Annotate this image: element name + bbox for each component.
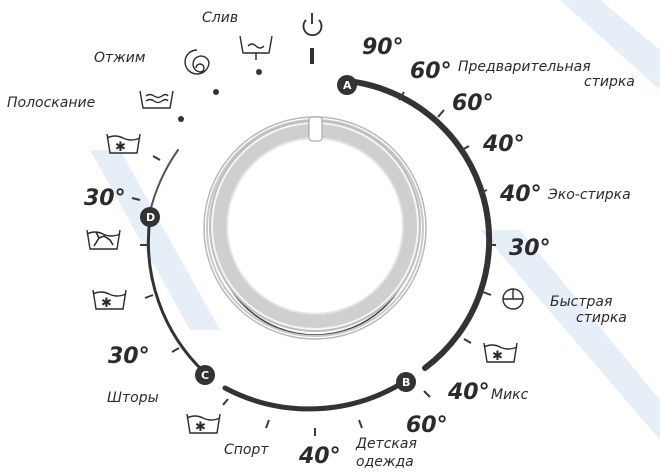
drain-icon: [239, 35, 273, 60]
temp-90[interactable]: 90°: [362, 35, 404, 60]
label-quick-line1[interactable]: Быстрая: [550, 294, 612, 310]
spin-dot: [213, 89, 219, 95]
temp-60-prewash[interactable]: 60°: [410, 59, 452, 84]
svg-text:✱: ✱: [492, 349, 503, 364]
svg-text:✱: ✱: [195, 420, 206, 435]
temp-40-eco[interactable]: 40°: [499, 182, 542, 207]
spin-icon: [184, 49, 210, 75]
drain-dot: [256, 69, 262, 75]
label-eco[interactable]: Эко-стирка: [547, 187, 631, 203]
marker-c-label: C: [201, 369, 209, 382]
marker-a-label: A: [343, 79, 352, 92]
range-marker-c: C: [195, 365, 215, 385]
cold-wash-icon: ✱: [186, 413, 221, 435]
range-marker-d: D: [140, 207, 160, 227]
range-arc-c-d: [146, 216, 207, 375]
temp-60-cotton[interactable]: 60°: [452, 91, 494, 116]
range-arc-b-c: [222, 377, 410, 412]
label-mix[interactable]: Микс: [491, 387, 529, 403]
temp-40-mix[interactable]: 40°: [447, 380, 490, 405]
range-marker-a: A: [337, 75, 357, 95]
label-rinse[interactable]: Полоскание: [7, 95, 95, 111]
label-kids-line1[interactable]: Детская: [355, 436, 417, 452]
hand-wash-icon: [86, 229, 121, 250]
label-prewash-line2[interactable]: стирка: [584, 74, 635, 90]
off-tick: [310, 48, 314, 64]
timer-icon: [502, 288, 524, 310]
power-icon[interactable]: [302, 13, 323, 37]
temp-30-hand[interactable]: 30°: [84, 186, 126, 211]
range-arc-a-b: [345, 78, 493, 371]
svg-text:✱: ✱: [101, 296, 112, 311]
range-arc-d-top: [149, 149, 179, 213]
watermark: [90, 0, 660, 440]
temp-30-cotton[interactable]: 30°: [509, 236, 551, 261]
temp-60-kids[interactable]: 60°: [406, 413, 448, 438]
svg-text:✱: ✱: [115, 140, 126, 155]
cold-wash-icon: ✱: [483, 342, 518, 364]
label-spin[interactable]: Отжим: [94, 50, 146, 66]
temp-40-cotton[interactable]: 40°: [482, 132, 525, 157]
label-drain[interactable]: Слив: [202, 10, 238, 26]
temp-40-sport[interactable]: 40°: [298, 444, 341, 469]
program-knob[interactable]: [203, 116, 427, 340]
cold-wash-icon: ✱: [106, 133, 141, 155]
rinse-icon: [139, 90, 174, 109]
label-prewash-line1[interactable]: Предварительная: [458, 59, 591, 75]
label-kids-line2[interactable]: одежда: [356, 454, 414, 470]
rinse-dot: [178, 116, 184, 122]
cold-wash-icon: ✱: [92, 289, 127, 311]
selector-ticks: [131, 91, 496, 436]
temp-30-curtains[interactable]: 30°: [108, 344, 150, 369]
range-marker-b: B: [396, 372, 416, 392]
marker-d-label: D: [146, 211, 155, 224]
knob-pointer: [308, 116, 323, 142]
marker-b-label: B: [402, 376, 410, 389]
label-quick-line2[interactable]: стирка: [576, 310, 627, 326]
label-sport[interactable]: Спорт: [224, 442, 269, 458]
label-curtains[interactable]: Шторы: [107, 390, 159, 406]
